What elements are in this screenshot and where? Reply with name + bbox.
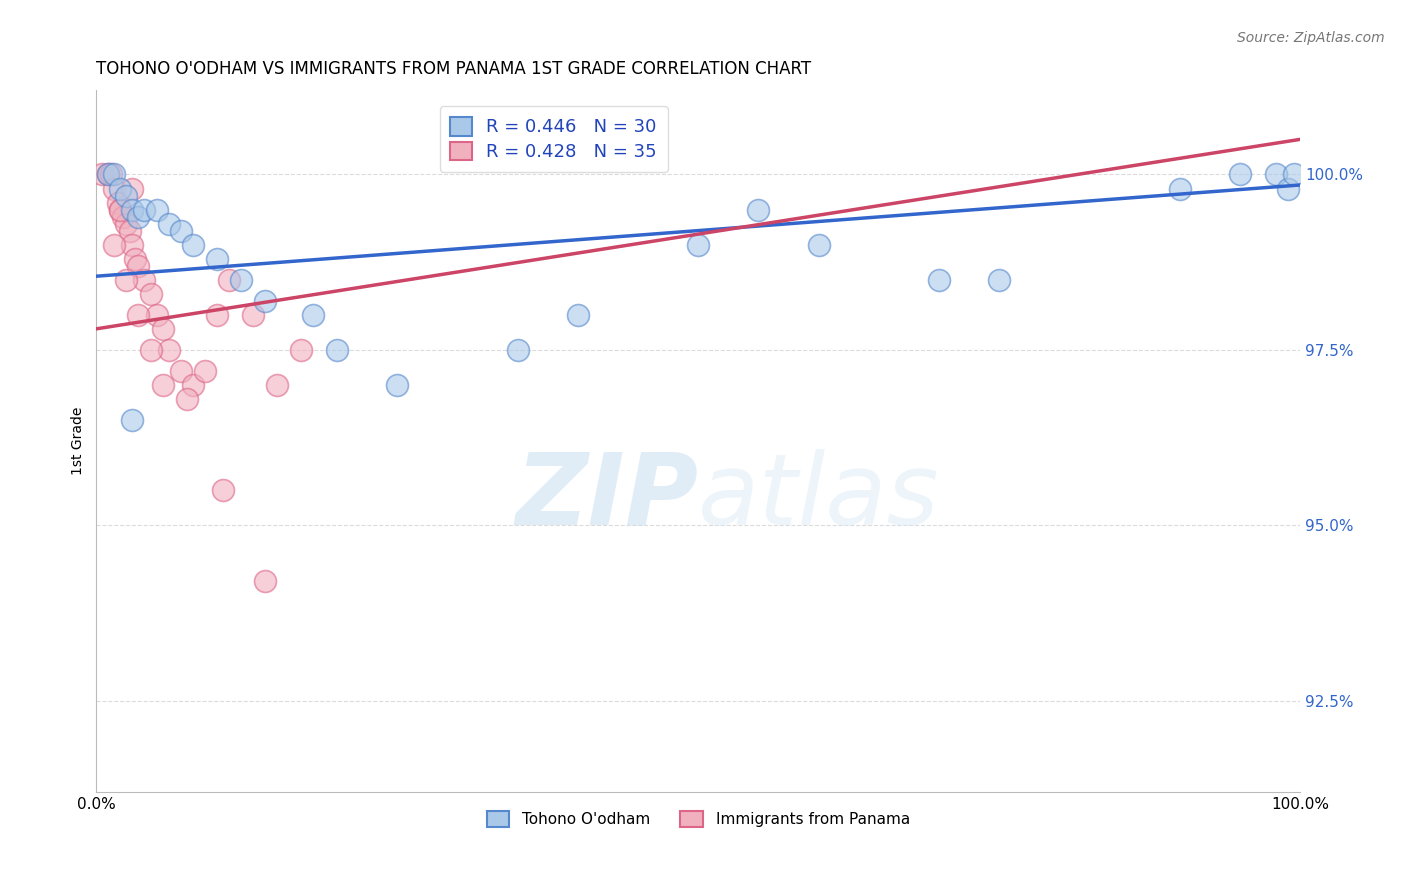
Point: [1282, 168, 1305, 182]
Point: [145, 308, 167, 322]
Point: [127, 308, 149, 322]
Point: [387, 378, 409, 392]
Point: [121, 202, 143, 217]
Point: [110, 202, 132, 217]
Point: [326, 343, 349, 357]
Point: [152, 322, 174, 336]
Point: [1265, 168, 1288, 182]
Point: [139, 343, 162, 357]
Point: [118, 224, 141, 238]
Point: [121, 237, 143, 252]
Point: [121, 413, 143, 427]
Point: [100, 168, 122, 182]
Point: [266, 378, 288, 392]
Point: [928, 273, 950, 287]
Point: [211, 483, 233, 498]
Point: [134, 273, 156, 287]
Point: [121, 181, 143, 195]
Point: [290, 343, 312, 357]
Point: [152, 378, 174, 392]
Point: [253, 293, 276, 308]
Point: [134, 202, 156, 217]
Point: [205, 308, 228, 322]
Point: [110, 181, 132, 195]
Point: [111, 210, 134, 224]
Point: [97, 168, 120, 182]
Y-axis label: 1st Grade: 1st Grade: [72, 407, 86, 475]
Point: [169, 224, 191, 238]
Point: [157, 217, 180, 231]
Point: [127, 210, 149, 224]
Point: [302, 308, 325, 322]
Text: atlas: atlas: [699, 449, 939, 546]
Point: [1229, 168, 1251, 182]
Point: [229, 273, 252, 287]
Point: [567, 308, 589, 322]
Point: [103, 168, 125, 182]
Point: [107, 195, 129, 210]
Point: [91, 168, 114, 182]
Point: [218, 273, 240, 287]
Point: [194, 364, 217, 378]
Point: [181, 378, 204, 392]
Text: TOHONO O'ODHAM VS IMMIGRANTS FROM PANAMA 1ST GRADE CORRELATION CHART: TOHONO O'ODHAM VS IMMIGRANTS FROM PANAMA…: [97, 60, 811, 78]
Point: [145, 202, 167, 217]
Point: [688, 237, 710, 252]
Point: [110, 202, 132, 217]
Point: [97, 168, 120, 182]
Point: [176, 392, 198, 406]
Point: [181, 237, 204, 252]
Point: [124, 252, 146, 266]
Point: [1168, 181, 1191, 195]
Point: [747, 202, 769, 217]
Point: [115, 273, 138, 287]
Point: [115, 217, 138, 231]
Point: [115, 188, 138, 202]
Point: [127, 259, 149, 273]
Point: [169, 364, 191, 378]
Point: [103, 181, 125, 195]
Text: ZIP: ZIP: [515, 449, 699, 546]
Point: [988, 273, 1011, 287]
Point: [103, 237, 125, 252]
Point: [506, 343, 529, 357]
Point: [1277, 181, 1299, 195]
Text: Source: ZipAtlas.com: Source: ZipAtlas.com: [1237, 31, 1385, 45]
Point: [157, 343, 180, 357]
Legend: Tohono O'odham, Immigrants from Panama: Tohono O'odham, Immigrants from Panama: [481, 805, 915, 833]
Point: [139, 286, 162, 301]
Point: [242, 308, 264, 322]
Point: [807, 237, 830, 252]
Point: [205, 252, 228, 266]
Point: [253, 574, 276, 589]
